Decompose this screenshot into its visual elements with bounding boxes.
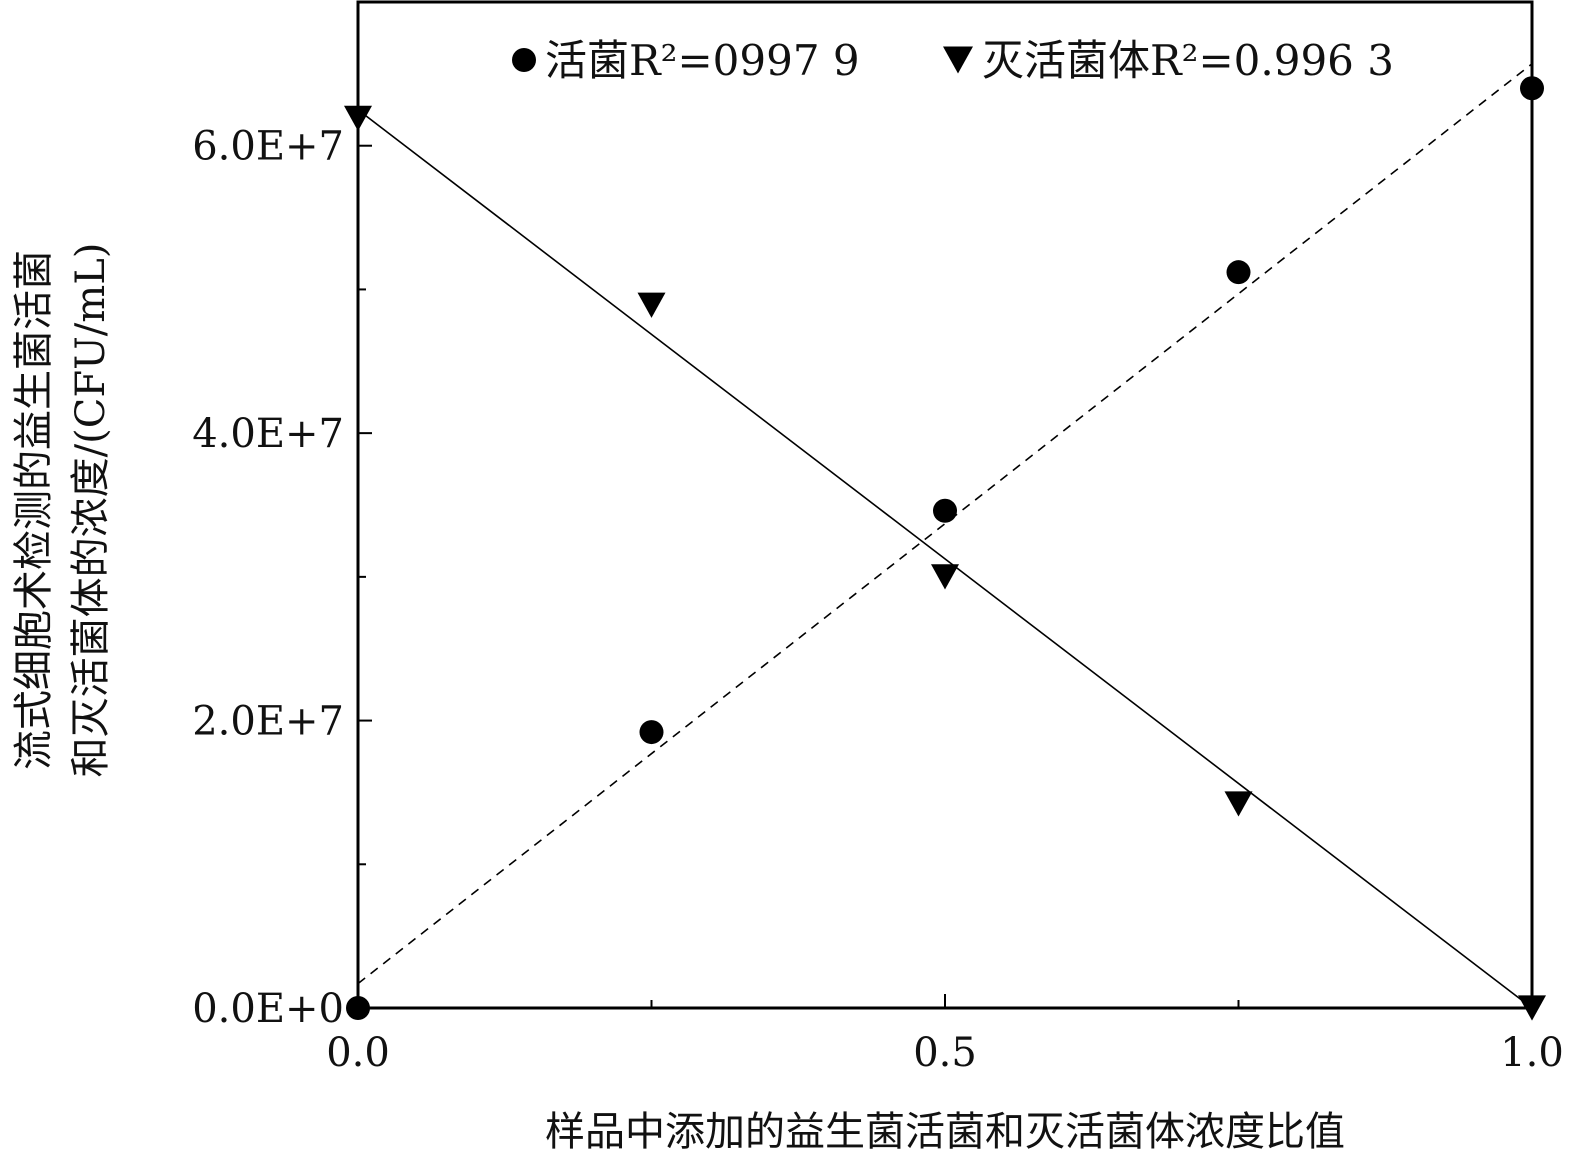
live-bacteria-point [1226,260,1251,285]
inactivated-bacteria-point [1224,791,1253,817]
live-bacteria-point [1520,76,1544,101]
live-fit-line [357,63,1533,985]
y-axis-title-line2: 和灭活菌体的浓度/(CFU/mL) [68,243,114,778]
inactivated-bacteria-point [344,105,372,132]
x-tick-label: 0.0 [326,1030,390,1076]
legend-inactivated-label: 灭活菌体R²=0.996 3 [982,36,1394,85]
y-tick-label: 2.0E+7 [192,699,344,745]
live-bacteria-point [933,498,957,523]
y-tick-label: 4.0E+7 [192,411,344,457]
inactivated-bacteria-point [1518,995,1546,1021]
legend-live-marker [512,48,536,72]
x-axis-title: 样品中添加的益生菌活菌和灭活菌体浓度比值 [545,1109,1345,1155]
live-bacteria-point [639,720,664,745]
x-tick-label: 1.0 [1500,1030,1564,1076]
inactivated-bacteria-point [931,564,959,590]
inactivated-bacteria-point [637,292,666,318]
legend-inactivated-marker [943,46,973,74]
y-axis-title-line1: 流式细胞术检测的益生菌活菌 [11,250,57,770]
y-tick-label: 6.0E+7 [192,124,344,170]
legend-live-label: 活菌R²=0997 9 [545,36,860,85]
y-tick-label: 0.0E+0 [192,986,344,1032]
inactivated-fit-line [357,109,1533,1009]
x-tick-label: 0.5 [913,1030,977,1076]
live-bacteria-point [346,996,370,1020]
